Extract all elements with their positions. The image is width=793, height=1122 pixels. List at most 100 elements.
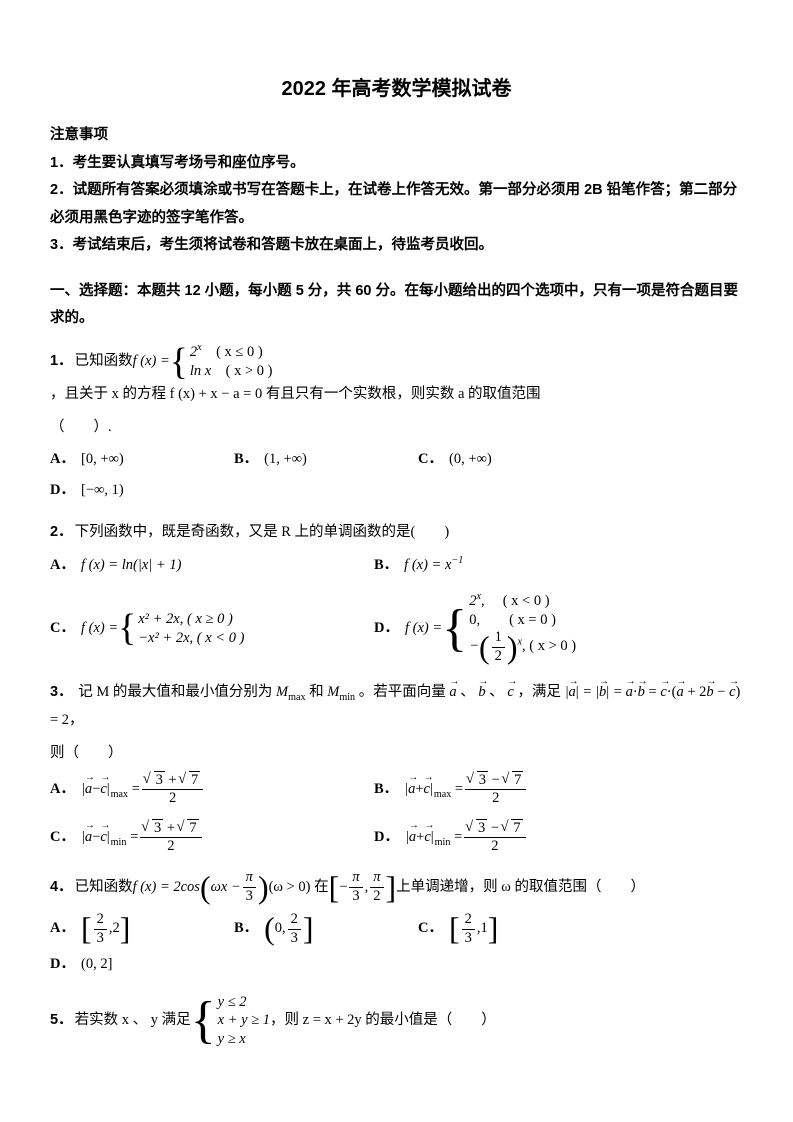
eq: = [583,684,591,700]
sign: − [92,781,100,797]
ms: − [492,772,500,788]
left-brace-icon: { [442,608,467,650]
d: 3 [349,888,362,905]
den: 2 [142,790,203,807]
den: 3 [243,888,256,905]
q4-before: 已知函数 [75,874,133,902]
q1-option-b: B．(1, +∞) [234,446,394,474]
q1-top-exp: x [197,342,202,353]
question-number: 1． [50,348,73,376]
q1-a-val: [0, +∞) [81,446,124,474]
q2-option-a: A． f (x) = ln(|x| + 1) [50,552,350,580]
mmin-sub: min [339,692,355,703]
q3-options-row1: A． a−cmax = 3 + 72 B． a+cmax = 3 − 72 [50,772,743,812]
q2-option-d: D． f (x) = { 2x, ( x < 0 ) 0, ( x = 0 ) … [374,592,674,665]
q1-func: f (x) = [133,348,170,376]
question-1: 1． 已知函数 f (x) = { 2x ( x ≤ 0 ) ln x ( x … [50,343,743,408]
opt-label: A． [50,552,75,580]
v: c [100,824,106,852]
q1-option-c: C．(0, +∞) [418,446,578,474]
opt-label: C． [418,915,443,943]
v: c [424,776,430,804]
pi: π [349,869,362,887]
vec-a: a [568,679,575,707]
q4-option-d: D． (0, 2] [50,951,210,979]
q2-option-b: B． f (x) = x−1 [374,552,674,580]
opt-label: C． [50,824,75,852]
v: a [408,776,415,804]
sub: min [111,837,127,848]
question-4: 4． 已知函数 f (x) = 2cos (ωx − π3) (ω > 0) 在… [50,869,743,905]
section-1-heading: 一、选择题：本题共 12 小题，每小题 5 分，共 60 分。在每小题给出的四个… [50,278,743,333]
pi: π [243,869,256,887]
v: a [85,824,92,852]
q2-a-math: f (x) = ln(|x| + 1) [81,552,181,580]
d: 2 [370,888,383,905]
q3-mid2: ，满足 [517,684,564,700]
question-number: 4． [50,874,73,902]
q4-interval: [−π3, π2] [329,869,397,905]
q1-stem-mid: ，且关于 x 的方程 f (x) + x − a = 0 有且只有一个实数根，则… [50,381,541,409]
r7: 7 [512,771,523,788]
left-brace-icon: { [170,347,188,377]
sep: 、 [460,684,475,700]
q1-piecewise: { 2x ( x ≤ 0 ) ln x ( x > 0 ) [170,343,273,381]
q1-stem-before: 已知函数 [75,348,133,376]
n: 2 [288,911,301,929]
q1-bot-cond: ( x > 0 ) [226,363,273,379]
notice-line: 1．考生要认真填写考场号和座位序号。 [50,150,743,178]
q3-option-a: A． a−cmax = 3 + 72 [50,772,350,808]
vec-b: b [706,679,713,707]
q1-b-val: (1, +∞) [264,446,307,474]
r7: 7 [187,819,198,836]
vec-b: b [478,679,485,707]
q4-arg: (ωx − π3) [200,869,269,905]
r3: 3 [154,771,165,788]
opt-label: A． [50,776,75,804]
den: 2 [464,838,525,855]
q2-b-math: f (x) = x [404,557,451,573]
r3: 3 [152,819,163,836]
v: a [85,776,92,804]
opt-label: D． [374,615,399,643]
ms: + [168,772,176,788]
d: 3 [288,930,301,947]
q2d-r1-cond: , ( x < 0 ) [481,593,550,609]
v: c [424,824,430,852]
q3-option-d: D． a+cmin = 3 − 72 [374,820,674,856]
r7: 7 [511,819,522,836]
q4-cond: (ω > 0) 在 [269,874,329,902]
q3-option-b: B． a+cmax = 3 − 72 [374,772,674,808]
q3-option-c: C． a−cmin = 3 + 72 [50,820,350,856]
q4-options: A． [23, 2] B． (0, 23] C． [23, 1] D． (0, … [50,911,743,982]
q5-r3: y ≥ x [218,1030,270,1049]
eq: = [649,684,661,700]
n: 2 [94,911,107,929]
q1-options: A．[0, +∞) B．(1, +∞) C．(0, +∞) D．[−∞, 1) [50,446,743,509]
v: c [100,776,106,804]
opt-label: D． [50,951,75,979]
q4-option-b: B． (0, 23] [234,911,394,947]
q4-option-c: C． [23, 1] [418,911,578,947]
q3-and: 和 [309,684,327,700]
vec-b: b [638,679,645,707]
q2-c-row2: −x² + 2x, ( x < 0 ) [138,629,244,648]
q2-stem: 下列函数中，既是奇函数，又是 R 上的单调函数的是( ) [75,519,450,547]
q2-c-piecewise: { x² + 2x, ( x ≥ 0 ) −x² + 2x, ( x < 0 ) [118,610,244,648]
sub: max [111,789,128,800]
question-number: 3． [50,684,73,700]
q1-option-d: D．[−∞, 1) [50,477,210,505]
l: 0 [275,915,282,943]
q4-func: f (x) = 2cos [133,874,200,902]
vec-c: c [507,679,513,707]
q2-c-row1: x² + 2x, ( x ≥ 0 ) [138,610,244,629]
vec-b: b [599,679,606,707]
eq: = [614,684,626,700]
d: 3 [462,930,475,947]
v: a [409,824,416,852]
mmin: M [327,684,339,700]
question-number: 5． [50,1007,73,1035]
q2-d-piecewise: { 2x, ( x < 0 ) 0, ( x = 0 ) −(12)x, ( x… [442,592,576,665]
question-3: 3． 记 M 的最大值和最小值分别为 Mmax 和 Mmin 。若平面向量 a … [50,679,743,734]
mmax: M [276,684,288,700]
